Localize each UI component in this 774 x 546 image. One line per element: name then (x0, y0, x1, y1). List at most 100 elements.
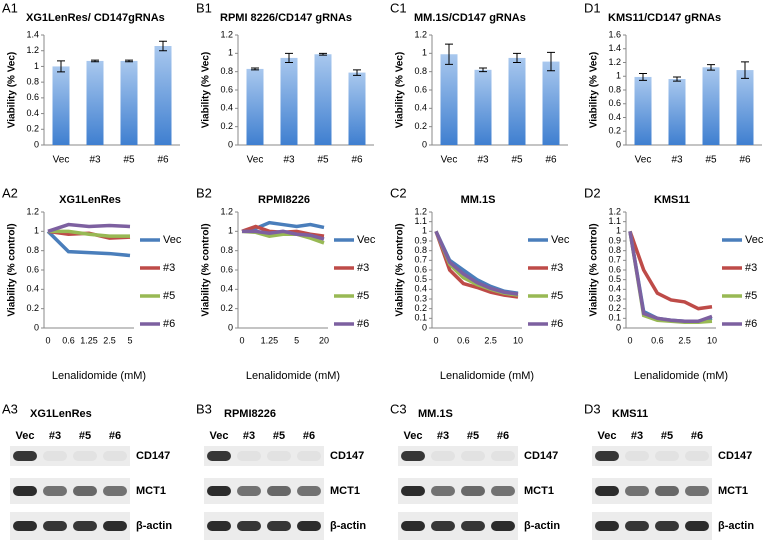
y-tick-label: 0.2 (220, 303, 233, 313)
y-tick-label: 0.2 (220, 121, 233, 131)
legend-label: #3 (551, 262, 563, 274)
y-tick-label: 0.8 (220, 66, 233, 76)
legend-label: #6 (551, 318, 563, 330)
x-axis-label: Lenalidomide (mM) (634, 370, 728, 382)
x-tick-label: 2.5 (484, 335, 497, 345)
x-tick-label: #3 (671, 155, 683, 166)
error-bar (639, 73, 647, 81)
line-series (242, 229, 325, 241)
blot-band (461, 521, 485, 531)
x-tick-label: #3 (477, 155, 489, 166)
lane-label: #6 (497, 430, 509, 442)
lane-label: Vec (404, 430, 423, 442)
blot-band (431, 521, 455, 531)
y-tick-label: 1.6 (608, 29, 621, 39)
x-tick-label: 0 (239, 335, 244, 345)
y-tick-label: 0.8 (220, 245, 233, 255)
y-tick-label: 1.2 (220, 29, 233, 39)
y-tick-label: 1.2 (414, 29, 427, 39)
y-axis-label: Viability (% control) (7, 223, 18, 316)
y-tick-label: 0.4 (220, 284, 233, 294)
blot-band (267, 451, 291, 461)
y-tick-label: 0.4 (608, 284, 621, 294)
blot-band (461, 486, 485, 496)
x-tick-label: #6 (545, 155, 557, 166)
error-bar (513, 52, 521, 63)
band-label: CD147 (718, 450, 752, 462)
lane-label: #6 (691, 430, 703, 442)
lane-label: #5 (273, 430, 285, 442)
lane-label: #5 (661, 430, 673, 442)
y-tick-label: 0.5 (414, 274, 427, 284)
y-tick-label: 0.2 (414, 121, 427, 131)
legend-label: #3 (745, 262, 757, 274)
y-tick-label: 0.6 (608, 98, 621, 108)
y-tick-label: 0.2 (608, 126, 621, 136)
blot-band (237, 486, 261, 496)
y-tick-label: 0 (616, 139, 621, 149)
y-tick-label: 0.9 (414, 235, 427, 245)
x-axis-label: Lenalidomide (mM) (52, 370, 146, 382)
blot-band (491, 486, 515, 496)
band-label: CD147 (524, 450, 558, 462)
x-axis-label: Lenalidomide (mM) (440, 370, 534, 382)
error-bar (159, 40, 167, 52)
blot-band (685, 451, 709, 461)
error-bar (91, 59, 99, 63)
blot-band (625, 521, 649, 531)
y-axis-label: Viability (% Vec) (395, 52, 406, 129)
bar (280, 57, 298, 145)
band-label: β-actin (136, 520, 172, 532)
blot-band (431, 451, 455, 461)
panel-label: D2 (584, 185, 601, 200)
y-tick-label: 0.2 (26, 303, 39, 313)
lane-label: #3 (437, 430, 449, 442)
panel-label: C3 (390, 401, 407, 416)
blot-band (595, 486, 619, 496)
y-tick-label: 0.4 (608, 112, 621, 122)
legend-label: Vec (163, 234, 182, 246)
bar (474, 69, 492, 145)
panel-label: D1 (584, 0, 601, 15)
blot-membrane (592, 446, 712, 466)
y-tick-label: 1 (228, 226, 233, 236)
x-tick-label: #5 (123, 155, 135, 166)
x-tick-label: 0.6 (62, 335, 75, 345)
y-tick-label: 1.2 (608, 206, 621, 216)
y-tick-label: 1 (616, 226, 621, 236)
blot-band (491, 521, 515, 531)
panel-label: A2 (2, 185, 18, 200)
x-tick-label: 20 (319, 335, 329, 345)
lane-label: Vec (598, 430, 617, 442)
lane-label: #5 (467, 430, 479, 442)
blot-band (103, 486, 127, 496)
blot-band (73, 521, 97, 531)
x-tick-label: #5 (705, 155, 717, 166)
legend-label: #6 (163, 318, 175, 330)
y-tick-label: 0.7 (608, 255, 621, 265)
chart-title: MM.1S/CD147 gRNAs (414, 12, 526, 24)
y-tick-label: 1.2 (608, 57, 621, 67)
blot-title: XG1LenRes (30, 408, 92, 420)
x-tick-label: #5 (317, 155, 329, 166)
blot-band (685, 521, 709, 531)
x-tick-label: Vec (441, 155, 458, 166)
panel-label: B3 (196, 401, 212, 416)
error-bar (353, 69, 361, 76)
blot-band (13, 521, 37, 531)
x-tick-label: 10 (513, 335, 523, 345)
y-tick-label: 0.5 (608, 274, 621, 284)
y-tick-label: 1.2 (220, 206, 233, 216)
x-tick-label: #5 (511, 155, 523, 166)
blot-band (13, 451, 37, 461)
lane-label: #6 (303, 430, 315, 442)
chart-title: XG1LenRes (59, 194, 121, 206)
y-tick-label: 0.8 (26, 245, 39, 255)
legend-label: Vec (357, 234, 376, 246)
x-tick-label: 5 (127, 335, 132, 345)
blot-band (401, 486, 425, 496)
blot-membrane (10, 446, 130, 466)
y-tick-label: 1.4 (608, 43, 621, 53)
y-tick-label: 1 (34, 226, 39, 236)
panel-label: D3 (584, 401, 601, 416)
